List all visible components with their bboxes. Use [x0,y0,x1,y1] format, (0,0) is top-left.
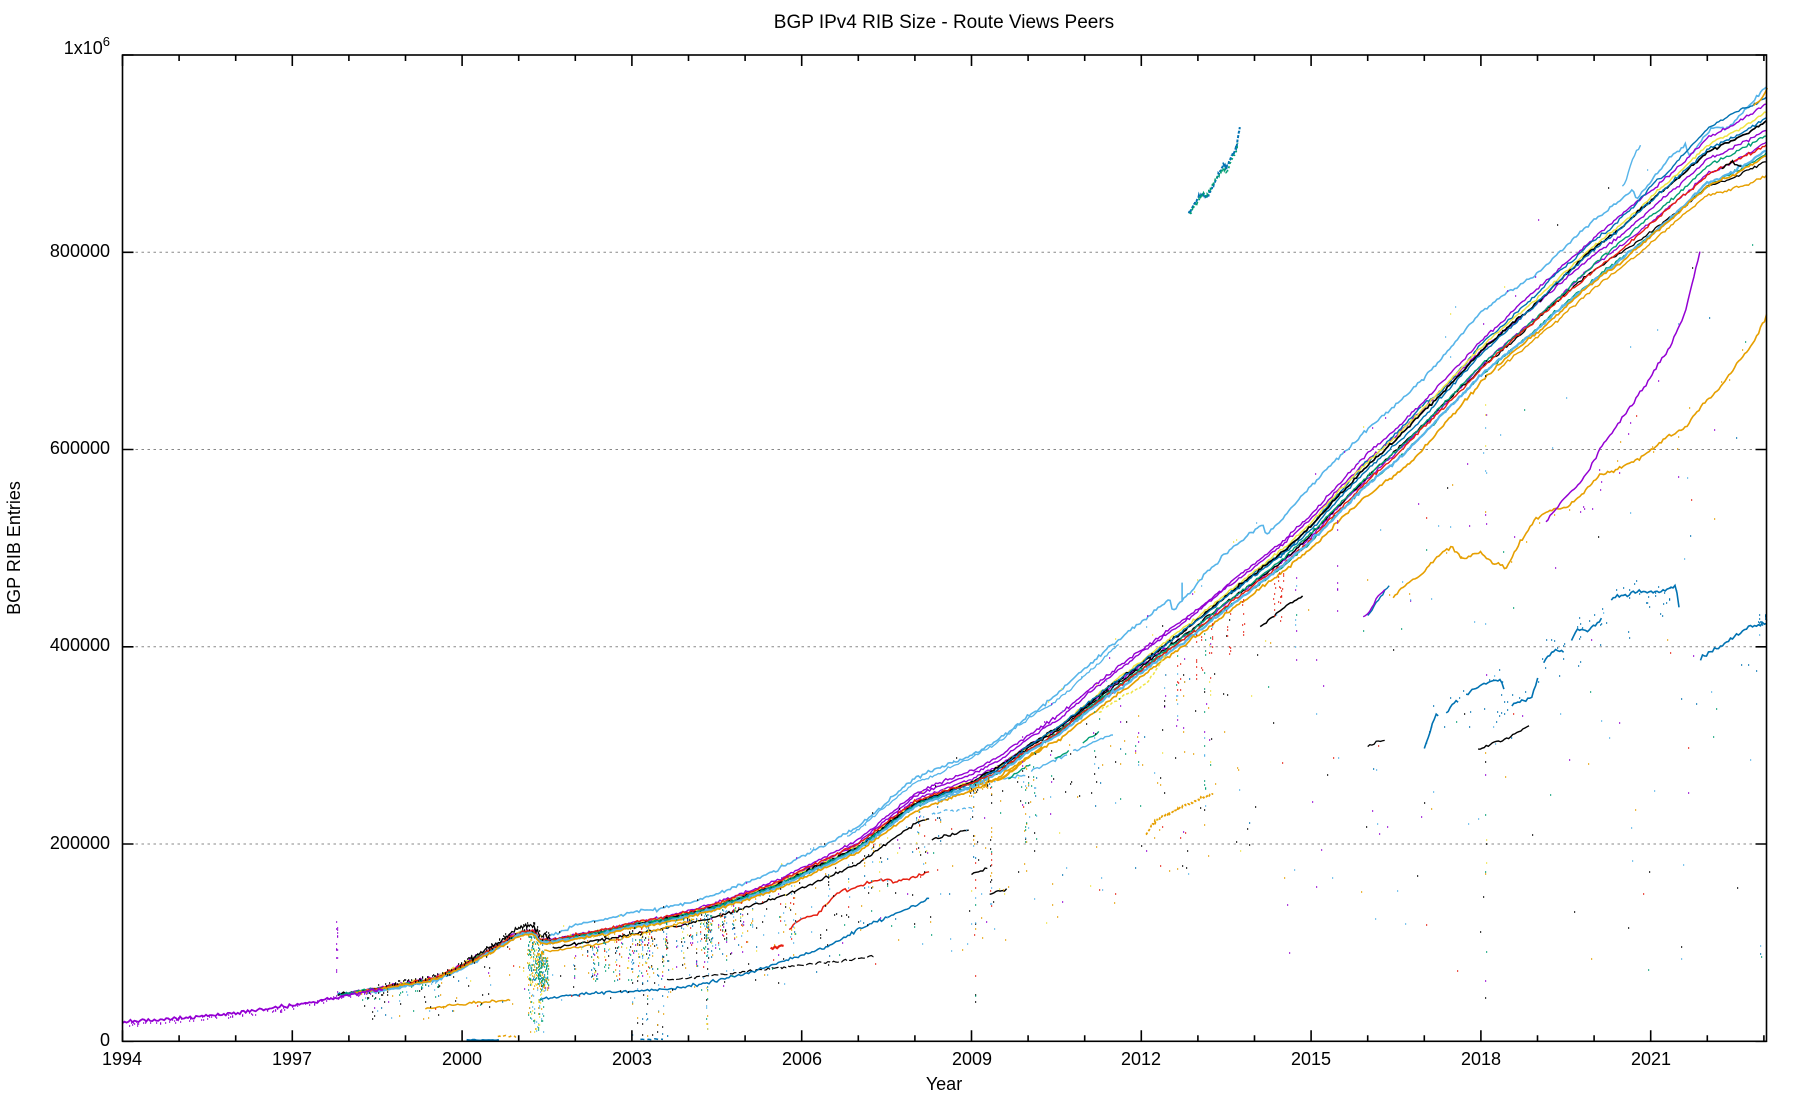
svg-text:2021: 2021 [1631,1049,1671,1069]
svg-text:2006: 2006 [782,1049,822,1069]
svg-text:0: 0 [100,1030,110,1050]
svg-text:BGP RIB Entries: BGP RIB Entries [4,481,24,615]
svg-text:400000: 400000 [50,635,110,655]
svg-text:2015: 2015 [1291,1049,1331,1069]
svg-text:1994: 1994 [102,1049,142,1069]
svg-text:2012: 2012 [1121,1049,1161,1069]
svg-text:2000: 2000 [442,1049,482,1069]
svg-text:2018: 2018 [1461,1049,1501,1069]
svg-text:2003: 2003 [612,1049,652,1069]
svg-text:600000: 600000 [50,438,110,458]
svg-text:Year: Year [926,1074,962,1094]
svg-text:200000: 200000 [50,833,110,853]
svg-text:1x106: 1x106 [64,34,110,58]
svg-text:1997: 1997 [272,1049,312,1069]
svg-text:BGP IPv4 RIB Size - Route View: BGP IPv4 RIB Size - Route Views Peers [774,12,1114,33]
svg-text:800000: 800000 [50,241,110,261]
svg-text:2009: 2009 [952,1049,992,1069]
